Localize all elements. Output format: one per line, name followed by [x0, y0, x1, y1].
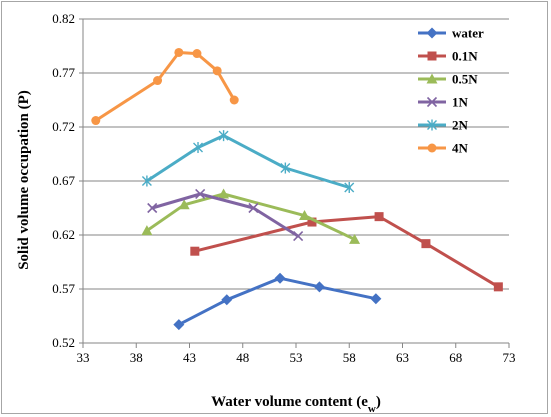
series-0-1n [190, 212, 503, 292]
data-point-0-5n [299, 210, 311, 221]
series-2n [141, 130, 355, 193]
x-tick-label: 38 [130, 350, 143, 365]
legend-item-0-1n: 0.1N [418, 49, 478, 64]
data-point-2n [344, 181, 355, 193]
data-point-water [370, 293, 382, 305]
data-point-0-1n [307, 217, 317, 227]
series-line-2n [145, 134, 351, 189]
data-point-1n [147, 202, 158, 214]
legend-item-water: water [418, 26, 484, 41]
legend-label-water: water [452, 26, 484, 41]
series-0-5n [141, 188, 361, 244]
data-point-4n [174, 47, 184, 57]
y-tick-label: 0.77 [52, 65, 75, 80]
gridlines [83, 18, 509, 290]
x-tick-label: 53 [290, 350, 303, 365]
legend: water 0.1N 0.5N 1N 2N 4N [418, 26, 484, 156]
series-line-1n [150, 192, 300, 238]
data-point-1n [195, 188, 206, 200]
y-tick-label: 0.82 [52, 11, 75, 26]
series-water [173, 272, 382, 331]
legend-item-0-5n: 0.5N [418, 72, 478, 87]
data-point-1n-stroke [195, 188, 206, 200]
legend-item-2n: 2N [418, 118, 469, 133]
data-point-4n [91, 116, 101, 126]
legend-swatch-marker [426, 27, 438, 39]
data-point-1n-stroke [147, 202, 158, 214]
x-tick-label: 63 [396, 350, 409, 365]
legend-label-0-5n: 0.5N [452, 72, 478, 87]
legend-swatch-marker [426, 96, 438, 108]
y-axis-title: Solid volume occupation (P) [16, 90, 32, 270]
data-point-0-5n [349, 233, 361, 244]
legend-swatch-marker [427, 143, 437, 153]
data-point-1n-stroke [293, 231, 304, 242]
data-point-1n-stroke [248, 202, 259, 214]
data-point-2n [218, 130, 229, 142]
data-point-0-1n [374, 212, 384, 222]
x-tick-labels: 33 38 43 48 53 58 63 68 73 [77, 350, 516, 365]
x-tick-label: 68 [449, 350, 462, 365]
data-point-0-1n [190, 246, 200, 256]
legend-item-1n: 1N [418, 95, 469, 110]
x-tick-label: 58 [343, 350, 356, 365]
y-tick-label: 0.57 [52, 281, 75, 296]
x-axis-title: Water volume content (ew) [211, 394, 381, 415]
x-tick-label: 73 [503, 350, 516, 365]
data-point-0-5n [141, 225, 153, 236]
series-4n [91, 47, 239, 126]
y-tick-labels: 0.52 0.57 0.62 0.67 0.72 0.77 0.82 [52, 11, 75, 350]
data-point-water [221, 294, 233, 306]
y-tick-label: 0.72 [52, 119, 75, 134]
data-point-4n [192, 49, 202, 59]
y-tick-label: 0.67 [52, 173, 75, 188]
series-layer [91, 47, 503, 331]
axes [79, 18, 510, 348]
x-tick-label: 48 [236, 350, 249, 365]
series-1n [147, 188, 304, 242]
series-line-4n [94, 51, 236, 122]
y-tick-label: 0.52 [52, 335, 75, 350]
legend-swatch-marker [426, 73, 438, 84]
legend-label-1n: 1N [452, 95, 469, 110]
data-point-2n [141, 175, 152, 187]
data-point-1n [293, 231, 304, 242]
data-point-0-1n [493, 282, 503, 292]
y-tick-label: 0.62 [52, 227, 75, 242]
x-tick-label: 43 [183, 350, 196, 365]
legend-swatch-marker-stroke [426, 96, 438, 108]
series-line-water [177, 276, 378, 327]
legend-label-0-1n: 0.1N [452, 49, 478, 64]
data-point-4n [229, 95, 239, 105]
legend-label-2n: 2N [452, 118, 469, 133]
data-point-2n [193, 142, 204, 154]
data-point-0-1n [421, 239, 431, 249]
data-point-water [274, 272, 286, 284]
legend-swatch-marker [427, 119, 437, 131]
data-point-2n [280, 162, 291, 174]
data-point-water [173, 319, 185, 331]
data-point-1n [248, 202, 259, 214]
legend-label-4n: 4N [452, 141, 469, 156]
data-point-0-5n [178, 199, 190, 210]
legend-item-4n: 4N [418, 141, 469, 156]
series-line-0-1n [193, 215, 500, 289]
data-point-4n [153, 76, 163, 86]
data-point-4n [212, 66, 222, 76]
data-point-0-5n [218, 188, 230, 199]
x-tick-label: 33 [77, 350, 90, 365]
data-point-water [313, 281, 325, 293]
legend-swatch-marker [427, 51, 437, 61]
